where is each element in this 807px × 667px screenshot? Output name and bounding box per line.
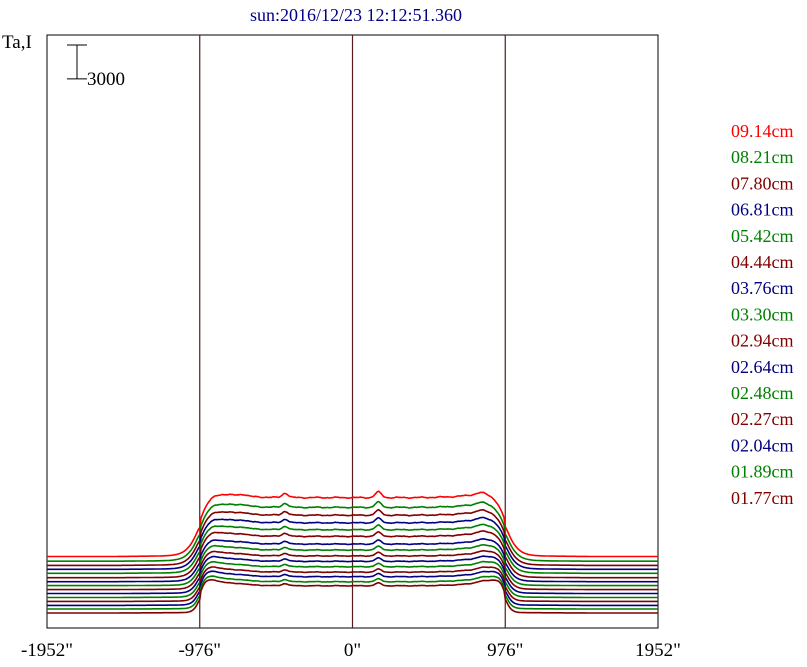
legend-entry: 04.44cm (731, 252, 794, 272)
series-line-07.80cm (47, 508, 658, 567)
series-line-05.42cm (47, 523, 658, 575)
legend-entry: 01.89cm (731, 462, 794, 482)
series-line-01.77cm (47, 578, 658, 614)
series-line-02.27cm (47, 566, 658, 603)
series-line-08.21cm (47, 500, 658, 563)
legend: 09.14cm 08.21cm 07.80cm 06.81cm 05.42cm 04.44… (731, 121, 794, 508)
series-lines (47, 490, 658, 614)
legend-entry: 02.04cm (731, 435, 794, 455)
legend-entry: 01.77cm (731, 488, 794, 508)
scale-bar: 3000 (67, 44, 125, 90)
x-tick-label: -1952" (21, 640, 73, 661)
chart-title: sun:2016/12/23 12:12:51.360 (250, 5, 462, 25)
series-line-01.89cm (47, 575, 658, 610)
series-line-09.14cm (47, 490, 658, 558)
x-tick-label: 976" (487, 640, 523, 661)
legend-entry: 03.76cm (731, 278, 794, 298)
limb-markers (199, 35, 506, 628)
y-axis-label: Ta,I (2, 32, 32, 53)
legend-entry: 07.80cm (731, 173, 794, 193)
series-line-02.48cm (47, 560, 658, 599)
x-tick-label: 1952" (635, 640, 681, 661)
legend-entry: 05.42cm (731, 226, 794, 246)
legend-entry: 02.48cm (731, 383, 794, 403)
series-line-02.94cm (47, 549, 658, 591)
series-line-04.44cm (47, 530, 658, 579)
scale-bar-label: 3000 (87, 69, 125, 90)
legend-entry: 02.64cm (731, 357, 794, 377)
legend-entry: 03.30cm (731, 304, 794, 324)
series-line-03.76cm (47, 537, 658, 583)
legend-entry: 06.81cm (731, 200, 794, 220)
legend-entry: 02.27cm (731, 409, 794, 429)
legend-entry: 08.21cm (731, 147, 794, 167)
x-tick-labels: -1952" -976" 0" 976" 1952" (21, 640, 681, 661)
series-line-06.81cm (47, 516, 658, 571)
legend-entry: 09.14cm (731, 121, 794, 141)
x-tick-label: -976" (178, 640, 221, 661)
legend-entry: 02.94cm (731, 331, 794, 351)
series-line-02.64cm (47, 555, 658, 595)
series-line-03.30cm (47, 543, 658, 587)
series-line-02.04cm (47, 570, 658, 607)
x-tick-label: 0" (344, 640, 361, 661)
